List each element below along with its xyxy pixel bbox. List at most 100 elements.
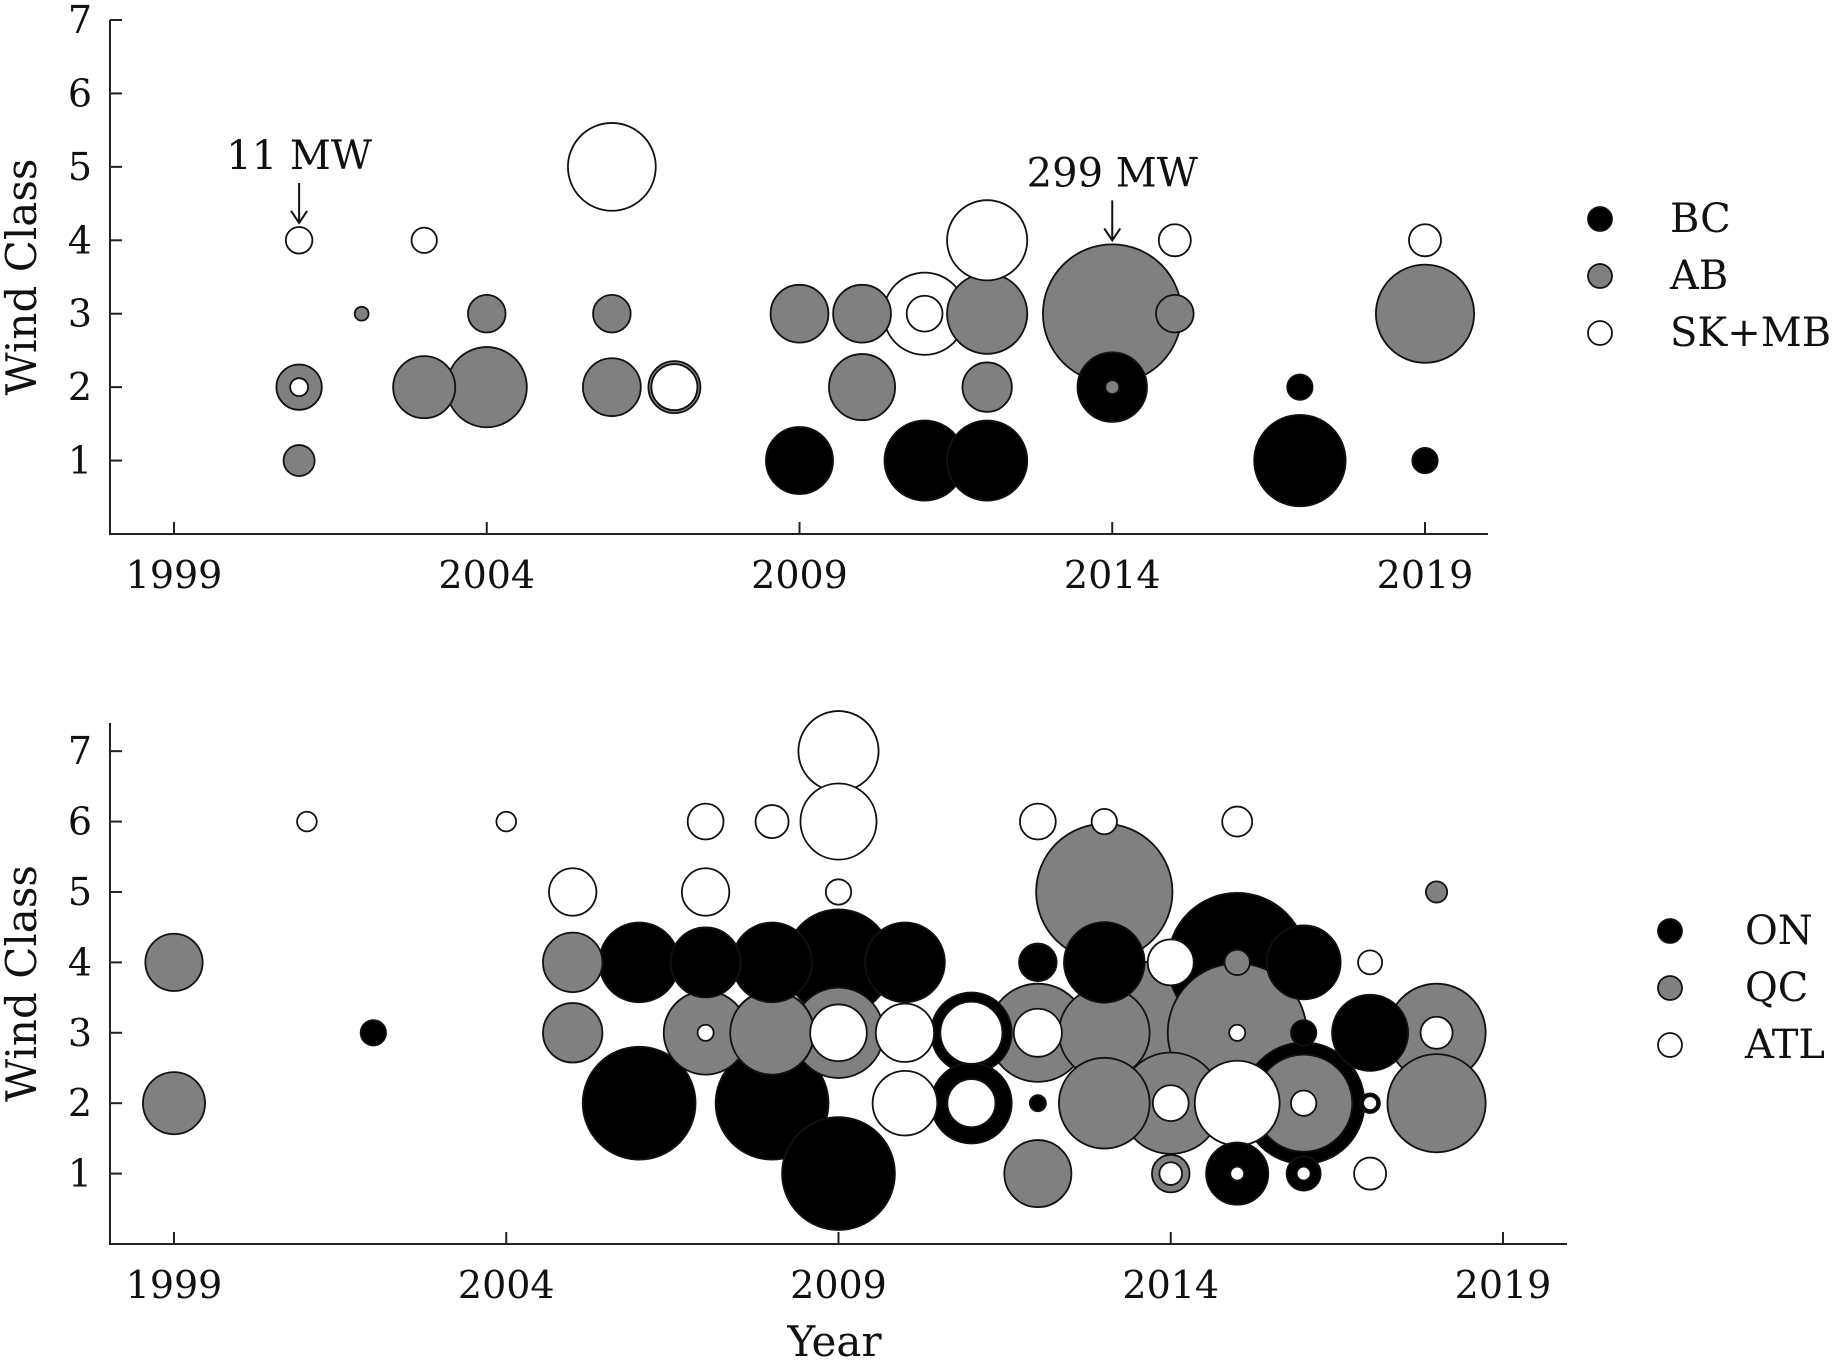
bubble-on [731,921,813,1004]
bubble-on [669,926,742,999]
x-tick-label: 2009 [751,553,848,597]
bubble-atl [754,804,790,839]
annotation-arrow-head [1103,227,1122,243]
x-axis-label: Year [786,1317,882,1366]
bubble-atl [296,810,318,833]
bubble-qc [1223,948,1251,976]
y-tick-label: 4 [68,218,92,262]
legend-marker [1587,206,1613,232]
annotation-arrow-head [290,210,308,225]
bubble-ab [946,272,1029,355]
y-axis-label: Wind Class [0,865,46,1102]
bubble-ab [282,444,316,477]
bubble-ab [1104,379,1121,395]
bubble-qc [729,990,815,1076]
bubble-atl [799,782,878,861]
legend: BC AB SK+MB [1587,196,1831,356]
bubble-sk-mb [410,226,438,254]
bubble-atl [696,1023,715,1042]
legend-marker [1587,263,1613,289]
x-tick-label: 2019 [1455,1263,1552,1307]
bubble-atl [1229,1165,1246,1182]
x-tick-label: 1999 [126,553,223,597]
bubble-on [1290,1019,1318,1047]
bubble-sk-mb [905,294,944,333]
bubble-atl [1090,807,1118,836]
bubble-atl [871,1069,939,1137]
y-tick-label: 1 [68,1152,92,1196]
y-tick-label: 1 [68,439,92,483]
bubble-qc [1425,880,1449,904]
bubble-ab [582,357,642,417]
bubble-ab [353,305,370,322]
bubble-ab [1155,294,1195,334]
bubble-qc [142,1071,206,1136]
bubble-on [359,1019,387,1047]
bubble-on [1063,921,1146,1004]
bubble-sk-mb [650,363,699,412]
bubble-bc [946,419,1029,502]
x-tick-label: 2019 [1377,553,1474,597]
bubble-atl [495,810,517,833]
bubble-atl [1012,1007,1063,1058]
bubble-bc [765,426,834,496]
bubble-ab [445,346,528,429]
x-tick-label: 2009 [790,1263,887,1307]
bubble-atl [809,1003,868,1063]
legend-label: QC [1745,965,1808,1011]
bubble-atl [1353,1156,1388,1191]
x-tick-label: 2014 [1122,1263,1219,1307]
bubble-sk-mb [1408,223,1442,258]
legend-label: BC [1670,196,1731,242]
bubble-qc [1058,1056,1151,1150]
legend-marker [1657,918,1683,944]
bubble-on [864,921,946,1004]
bubble-bc [1411,446,1439,475]
bubble-ab [467,294,507,334]
y-tick-label: 7 [68,729,92,773]
y-tick-label: 5 [68,870,92,914]
bubble-ab [592,294,632,334]
axes-frame [109,20,1488,535]
legend-label: AB [1669,253,1728,299]
legend-marker [1587,320,1613,346]
bubble-atl [548,867,598,917]
bubble-qc [1003,1139,1073,1209]
bubble-qc [1386,1053,1487,1154]
bubble-atl [1158,1161,1183,1186]
bubble-atl [824,878,853,906]
legend-label: ON [1745,908,1813,954]
bubble-sk-mb [289,377,309,398]
bubble-atl [1228,1023,1247,1042]
bubble-atl [874,1002,936,1063]
legend-label: ATL [1744,1022,1825,1068]
bubble-atl [680,867,731,917]
bubble-sk-mb [567,122,657,212]
bubble-ab [769,283,830,344]
bubble-atl [1419,1015,1454,1050]
bubble-on [1265,924,1342,1001]
bubble-atl [1193,1059,1281,1147]
bubble-on [1331,993,1410,1072]
y-tick-label: 2 [68,365,92,409]
bubble-sk-mb [284,226,314,255]
chart-panel-2: 1 2 3 4 5 6 7 1999 2004 2009 2014 2019 Wind Class Yea… [0,710,1825,1366]
y-tick-label: 4 [68,940,92,984]
y-tick-label: 2 [68,1081,92,1125]
y-tick-label: 6 [68,71,92,115]
x-tick-label: 2004 [458,1263,555,1307]
bubble-sk-mb [1157,223,1192,258]
bubble-atl [1146,938,1195,987]
bubble-on [781,1116,896,1231]
bubble-ab [828,353,897,422]
annotation-label: 299 MW [1027,150,1198,196]
bubble-bc [1286,373,1314,401]
bubble-atl [1221,805,1254,838]
bubble-sk-mb [946,199,1029,282]
bubble-on [1018,942,1058,983]
bubble-ab [392,355,457,420]
bubble-ab [1375,263,1475,364]
x-tick-label: 2014 [1064,553,1161,597]
x-tick-label: 1999 [126,1263,223,1307]
